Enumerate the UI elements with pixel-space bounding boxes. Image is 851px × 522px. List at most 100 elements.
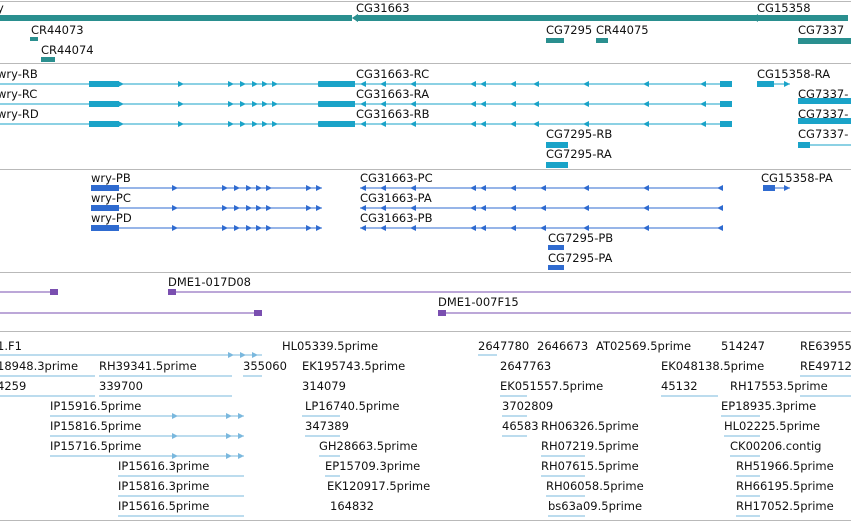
protein-wry-pd-arrow[interactable]: [643, 225, 649, 231]
est-label[interactable]: RH06326.5prime: [541, 419, 639, 433]
est-label[interactable]: 347389: [305, 419, 349, 433]
protein-wry-pb-arrow[interactable]: [410, 185, 416, 191]
transcript-wry-rc-arrow[interactable]: [480, 101, 486, 107]
transcript-label-cg31663-ra[interactable]: CG31663-RA: [356, 87, 430, 101]
protein-wry-pd-cds[interactable]: [91, 225, 119, 231]
transcript-wry-rc-arrow[interactable]: [700, 101, 706, 107]
transcript-wry-rd-arrow[interactable]: [510, 121, 516, 127]
transcript-wry-rc-arrow[interactable]: [583, 101, 589, 107]
gene-label-cg7295[interactable]: CG7295: [546, 23, 593, 37]
protein-wry-pb-arrow[interactable]: [510, 185, 516, 191]
protein-wry-pb-arrow[interactable]: [234, 185, 240, 191]
est-label[interactable]: LP16740.5prime: [305, 399, 400, 413]
transcript-wry-rc-arrow[interactable]: [262, 101, 268, 107]
transcript-label-cg7337-3[interactable]: CG7337-: [798, 127, 849, 141]
est-arrow[interactable]: [240, 352, 246, 358]
gene-label-y[interactable]: y: [0, 1, 4, 15]
est-arrow[interactable]: [172, 413, 178, 419]
transcript-wry-rb-arrow[interactable]: [318, 81, 324, 87]
est-label[interactable]: IP15616.3prime: [118, 459, 210, 473]
protein-wry-pc-arrow[interactable]: [360, 205, 366, 211]
gene-label-cg31663[interactable]: CG31663: [356, 1, 410, 15]
transcript-wry-rb-arrow[interactable]: [360, 81, 366, 87]
est-label[interactable]: IP15816.5prime: [50, 419, 142, 433]
transcript-wry-rb-arrow[interactable]: [228, 81, 234, 87]
transcript-wry-rd-arrow[interactable]: [410, 121, 416, 127]
gene-bar-cg7337[interactable]: [798, 38, 851, 44]
protein-wry-pd-arrow[interactable]: [316, 225, 322, 231]
transcript-wry-rd-arrow[interactable]: [533, 121, 539, 127]
transcript-wry-rc-arrow[interactable]: [643, 101, 649, 107]
transcript-label-wry-rd[interactable]: wry-RD: [0, 107, 39, 121]
protein-wry-pc-arrow[interactable]: [172, 205, 178, 211]
protein-wry-pd-arrow[interactable]: [306, 225, 312, 231]
gene-bar-cr44073[interactable]: [30, 37, 38, 41]
gene-label-cr44074[interactable]: CR44074: [41, 43, 94, 57]
transcript-wry-rc-exon[interactable]: [720, 101, 732, 107]
est-label[interactable]: IP15816.3prime: [118, 479, 210, 493]
protein-wry-pd-arrow[interactable]: [172, 225, 178, 231]
est-label[interactable]: 2647780: [478, 339, 530, 353]
transcript-wry-rd-exon[interactable]: [89, 121, 119, 127]
protein-cg15358-pa-cds[interactable]: [763, 185, 775, 191]
gene-bar-y[interactable]: [0, 15, 352, 21]
transcript-wry-rb-arrow[interactable]: [533, 81, 539, 87]
protein-wry-pd-arrow[interactable]: [510, 225, 516, 231]
protein-wry-pb-arrow[interactable]: [222, 185, 228, 191]
transcript-wry-rb-arrow[interactable]: [262, 81, 268, 87]
est-label[interactable]: 2647763: [500, 359, 552, 373]
protein-wry-pd-arrow[interactable]: [256, 225, 262, 231]
protein-wry-pd-arrow[interactable]: [470, 225, 476, 231]
gene-bar-cr44074[interactable]: [41, 57, 55, 62]
est-label[interactable]: HL02225.5prime: [724, 419, 821, 433]
gene-arrow[interactable]: [752, 14, 758, 22]
est-arrow[interactable]: [226, 413, 232, 419]
transcript-wry-rc-arrow[interactable]: [118, 101, 124, 107]
est-label[interactable]: 45132: [661, 379, 698, 393]
transcript-wry-rd-arrow[interactable]: [480, 121, 486, 127]
transcript-wry-rc-arrow[interactable]: [533, 101, 539, 107]
est-label[interactable]: EK120917.5prime: [327, 479, 431, 493]
transcript-wry-rc-arrow[interactable]: [178, 101, 184, 107]
protein-wry-pb-arrow[interactable]: [583, 185, 589, 191]
est-label[interactable]: 46583: [502, 419, 539, 433]
protein-label-cg31663-pb[interactable]: CG31663-PB: [360, 211, 433, 225]
est-label[interactable]: 3702809: [502, 399, 554, 413]
transcript-wry-rc-arrow[interactable]: [380, 101, 386, 107]
transcript-wry-rd-arrow[interactable]: [380, 121, 386, 127]
transcript-wry-rb-arrow[interactable]: [252, 81, 258, 87]
protein-wry-pc-arrow[interactable]: [246, 205, 252, 211]
est-label[interactable]: GH28663.5prime: [319, 439, 418, 453]
protein-wry-pd-arrow[interactable]: [540, 225, 546, 231]
transcript-wry-rb-arrow[interactable]: [510, 81, 516, 87]
protein-wry-pc-arrow[interactable]: [222, 205, 228, 211]
est-arrow[interactable]: [226, 433, 232, 439]
transcript-wry-rb-arrow[interactable]: [410, 81, 416, 87]
est-label[interactable]: RH06058.5prime: [546, 479, 644, 493]
clone-label-dme1-007f15[interactable]: DME1-007F15: [438, 295, 519, 309]
protein-arrow[interactable]: [784, 185, 790, 191]
est-label[interactable]: CK00206.contig: [730, 439, 822, 453]
est-label[interactable]: 2646673: [537, 339, 589, 353]
gene-label-cr44073[interactable]: CR44073: [31, 23, 84, 37]
est-label[interactable]: RH07615.5prime: [541, 459, 639, 473]
transcript-wry-rb-arrow[interactable]: [480, 81, 486, 87]
clone-end[interactable]: [50, 289, 58, 295]
transcript-wry-rc-exon[interactable]: [89, 101, 119, 107]
est-arrow[interactable]: [226, 453, 232, 459]
protein-wry-pb-arrow[interactable]: [540, 185, 546, 191]
est-label[interactable]: RH17052.5prime: [736, 499, 834, 513]
est-label[interactable]: IP15916.5prime: [50, 399, 142, 413]
transcript-wry-rc-arrow[interactable]: [360, 101, 366, 107]
transcript-wry-rd-arrow[interactable]: [240, 121, 246, 127]
est-label[interactable]: 339700: [99, 379, 143, 393]
protein-label-cg31663-pc[interactable]: CG31663-PC: [360, 171, 433, 185]
est-label[interactable]: RH51966.5prime: [736, 459, 834, 473]
transcript-wry-rd-arrow[interactable]: [360, 121, 366, 127]
transcript-label-cg31663-rc[interactable]: CG31663-RC: [356, 67, 430, 81]
protein-wry-pd-arrow[interactable]: [266, 225, 272, 231]
transcript-wry-rc-arrow[interactable]: [510, 101, 516, 107]
protein-wry-pd-arrow[interactable]: [410, 225, 416, 231]
est-label[interactable]: HL05339.5prime: [282, 339, 379, 353]
transcript-wry-rd-arrow[interactable]: [583, 121, 589, 127]
